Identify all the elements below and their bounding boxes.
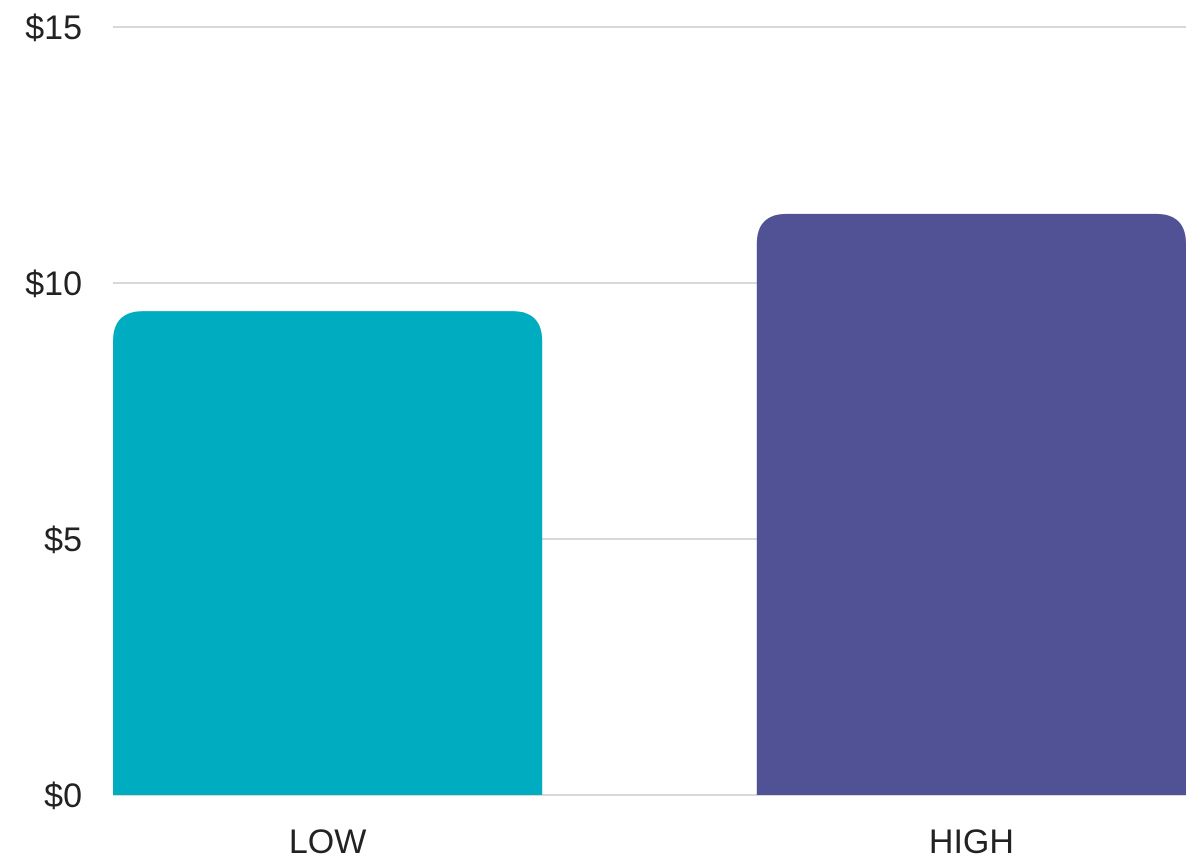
y-axis-tick-labels: $0 $5 $10 $15	[25, 9, 82, 815]
x-category-label: LOW	[289, 823, 366, 861]
bar-high	[756, 213, 1186, 795]
x-axis-category-labels: LOW HIGH	[289, 823, 1014, 861]
bar-low	[113, 311, 543, 795]
y-tick-label: $5	[44, 521, 82, 559]
y-tick-label: $10	[25, 265, 82, 303]
y-tick-label: $0	[44, 777, 82, 815]
bars	[113, 213, 1186, 795]
x-category-label: HIGH	[929, 823, 1014, 861]
y-tick-label: $15	[25, 9, 82, 47]
